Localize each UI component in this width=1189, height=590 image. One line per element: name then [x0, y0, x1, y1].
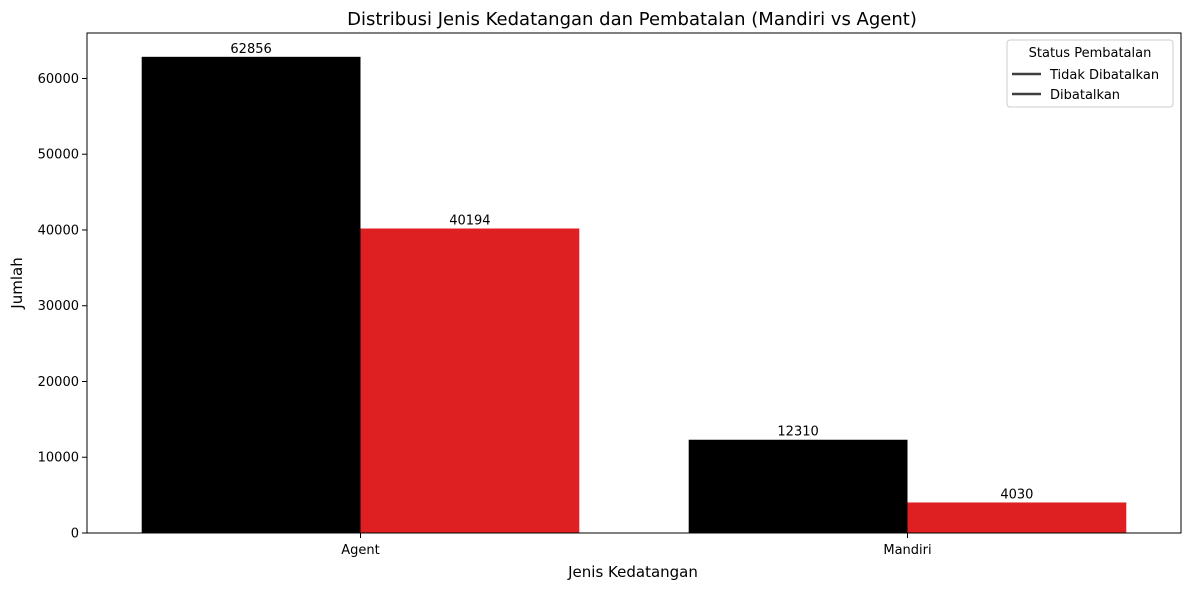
- data-label-mandiri-tidak-dibatalkan: 12310: [777, 425, 818, 440]
- y-tick-label-60000: 60000: [38, 72, 79, 87]
- bar-mandiri-tidak-dibatalkan: [688, 439, 908, 533]
- y-tick-label-0: 0: [71, 527, 79, 542]
- bar-mandiri-dibatalkan: [907, 502, 1127, 533]
- data-labels-group: 62856 40194 12310 4030: [230, 42, 1033, 503]
- y-tick-label-30000: 30000: [38, 299, 79, 314]
- x-tick-label-agent: Agent: [341, 543, 379, 558]
- y-tick-label-50000: 50000: [38, 148, 79, 163]
- data-label-agent-tidak-dibatalkan: 62856: [230, 42, 271, 57]
- legend-entry-dibatalkan: Dibatalkan: [1050, 88, 1120, 103]
- bars-group: [141, 56, 1127, 534]
- bar-agent-tidak-dibatalkan: [141, 56, 361, 534]
- y-tick-label-20000: 20000: [38, 375, 79, 390]
- plot-frame: [86, 32, 1182, 534]
- y-tick-label-10000: 10000: [38, 451, 79, 466]
- x-tick-label-mandiri: Mandiri: [883, 543, 931, 558]
- y-axis: 0 10000 20000 30000 40000 50000 60000: [38, 72, 87, 542]
- legend-title: Status Pembatalan: [1029, 46, 1152, 61]
- x-axis: Agent Mandiri: [341, 533, 932, 558]
- data-label-agent-dibatalkan: 40194: [449, 214, 490, 229]
- legend: Status Pembatalan Tidak Dibatalkan Dibat…: [1006, 39, 1174, 108]
- chart-title: Distribusi Jenis Kedatangan dan Pembatal…: [347, 9, 917, 30]
- legend-box: [1006, 39, 1174, 108]
- bar-agent-dibatalkan: [360, 228, 580, 533]
- data-label-mandiri-dibatalkan: 4030: [1000, 487, 1033, 502]
- y-axis-label: Jumlah: [8, 257, 26, 309]
- legend-entry-tidak-dibatalkan: Tidak Dibatalkan: [1049, 68, 1159, 83]
- y-tick-label-40000: 40000: [38, 223, 79, 238]
- x-axis-label: Jenis Kedatangan: [567, 563, 698, 581]
